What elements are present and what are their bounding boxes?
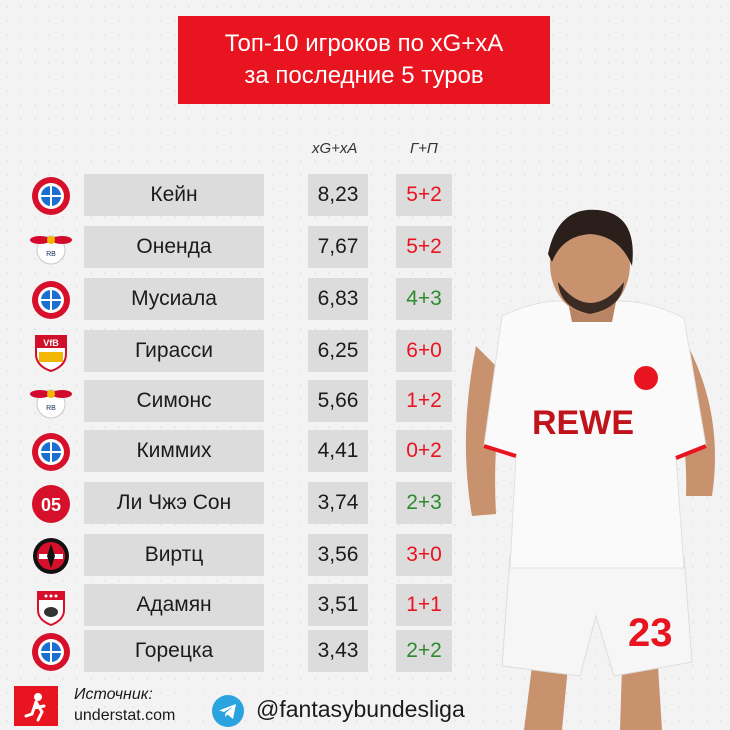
shirt-number: 23 bbox=[628, 611, 673, 655]
column-header-xg: xG+xA bbox=[312, 140, 358, 157]
table-row: Киммих 4,41 0+2 bbox=[0, 430, 470, 472]
source-credit: Источник: understat.com bbox=[74, 684, 175, 726]
xg-value: 7,67 bbox=[308, 226, 368, 268]
player-name: Оненда bbox=[84, 226, 264, 268]
xg-value: 8,23 bbox=[308, 174, 368, 216]
table-row: Горецка 3,43 2+2 bbox=[0, 630, 470, 672]
svg-text:VfB: VfB bbox=[43, 338, 59, 348]
channel-handle[interactable]: @fantasybundesliga bbox=[256, 696, 465, 722]
xg-value: 3,74 bbox=[308, 482, 368, 524]
gp-value: 0+2 bbox=[396, 430, 452, 472]
svg-text:05: 05 bbox=[41, 495, 61, 515]
player-name: Симонс bbox=[84, 380, 264, 422]
svg-text:RB: RB bbox=[46, 251, 56, 258]
gp-value: 4+3 bbox=[396, 278, 452, 320]
gp-value: 5+2 bbox=[396, 174, 452, 216]
table-row: Мусиала 6,83 4+3 bbox=[0, 278, 470, 320]
player-name: Кейн bbox=[84, 174, 264, 216]
gp-value: 5+2 bbox=[396, 226, 452, 268]
source-site: understat.com bbox=[74, 707, 176, 724]
xg-value: 3,56 bbox=[308, 534, 368, 576]
column-header-gp: Г+П bbox=[410, 140, 438, 157]
player-photo: 23 REWE bbox=[465, 209, 715, 730]
xg-value: 6,83 bbox=[308, 278, 368, 320]
player-name: Виртц bbox=[84, 534, 264, 576]
xg-value: 3,43 bbox=[308, 630, 368, 672]
gp-value: 6+0 bbox=[396, 330, 452, 372]
fantasy-bundesliga-logo-icon bbox=[14, 686, 58, 726]
table-row: Виртц 3,56 3+0 bbox=[0, 534, 470, 576]
bayern-icon bbox=[32, 433, 70, 471]
title-line-1: Топ-10 игроков по xG+xA bbox=[224, 30, 504, 57]
title-line-2: за последние 5 туров bbox=[244, 62, 484, 89]
player-name: Киммих bbox=[84, 430, 264, 472]
bayern-icon bbox=[32, 281, 70, 319]
gp-value: 3+0 bbox=[396, 534, 452, 576]
leipzig-icon: RB bbox=[30, 235, 72, 265]
gp-value: 1+2 bbox=[396, 380, 452, 422]
table-row: Адамян 3,51 1+1 bbox=[0, 584, 470, 626]
stuttgart-icon: VfB bbox=[35, 335, 67, 372]
koln-icon bbox=[37, 591, 65, 626]
xg-value: 4,41 bbox=[308, 430, 368, 472]
player-name: Гирасси bbox=[84, 330, 264, 372]
bayern-icon bbox=[32, 633, 70, 671]
table-row: RB Оненда 7,67 5+2 bbox=[0, 226, 470, 268]
shirt-sponsor: REWE bbox=[532, 404, 634, 442]
table-row: RB Симонс 5,66 1+2 bbox=[0, 380, 470, 422]
gp-value: 1+1 bbox=[396, 584, 452, 626]
player-name: Адамян bbox=[84, 584, 264, 626]
title-banner: Топ-10 игроков по xG+xA за последние 5 т… bbox=[178, 16, 550, 104]
xg-value: 5,66 bbox=[308, 380, 368, 422]
table-row: Кейн 8,23 5+2 bbox=[0, 174, 470, 216]
svg-text:RB: RB bbox=[46, 405, 56, 412]
mainz-icon: 05 bbox=[32, 485, 70, 523]
gp-value: 2+3 bbox=[396, 482, 452, 524]
table-row: 05 Ли Чжэ Сон 3,74 2+3 bbox=[0, 482, 470, 524]
xg-value: 6,25 bbox=[308, 330, 368, 372]
player-name: Горецка bbox=[84, 630, 264, 672]
leverkusen-icon bbox=[33, 538, 69, 574]
player-name: Мусиала bbox=[84, 278, 264, 320]
xg-value: 3,51 bbox=[308, 584, 368, 626]
telegram-icon bbox=[212, 695, 244, 727]
table-row: VfB Гирасси 6,25 6+0 bbox=[0, 330, 470, 372]
player-name: Ли Чжэ Сон bbox=[84, 482, 264, 524]
bayern-icon bbox=[32, 177, 70, 215]
gp-value: 2+2 bbox=[396, 630, 452, 672]
leipzig-icon: RB bbox=[30, 389, 72, 419]
club-crest-icon bbox=[634, 366, 658, 390]
source-label: Источник: bbox=[74, 686, 153, 703]
